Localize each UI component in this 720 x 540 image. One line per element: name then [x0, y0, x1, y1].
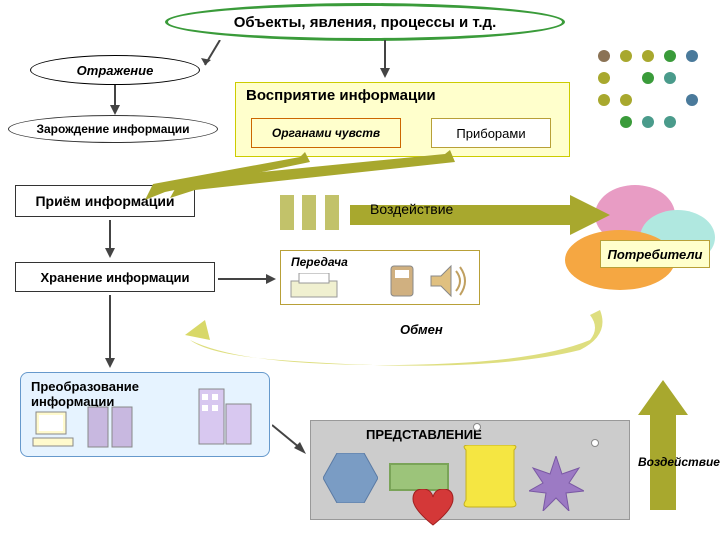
- building-icon: [194, 379, 259, 451]
- transfer-container: Передача: [280, 250, 480, 305]
- representation-label: ПРЕДСТАВЛЕНИЕ: [366, 427, 482, 442]
- impact2-label: Воздействие: [638, 455, 720, 469]
- reflection-node: Отражение: [30, 55, 200, 85]
- heart-icon: [411, 489, 456, 527]
- organs-label: Органами чувств: [272, 126, 380, 140]
- small-circle: [473, 423, 481, 431]
- dot: [642, 50, 654, 62]
- computer-icon: [31, 410, 76, 450]
- dot: [664, 72, 676, 84]
- fax-icon: [289, 273, 339, 301]
- olive-arrow-2: [170, 150, 455, 198]
- reflection-label: Отражение: [77, 63, 154, 78]
- bars-icon: [280, 195, 340, 230]
- arrow-transform-repr: [272, 420, 312, 460]
- doors-icon: [86, 405, 136, 450]
- arrow-top-center: [375, 40, 395, 80]
- transform-node: Преобразование информации: [20, 372, 270, 457]
- dot: [620, 94, 632, 106]
- perception-container: Восприятие информации Органами чувств Пр…: [235, 82, 570, 157]
- arrow-storage-transfer: [218, 270, 278, 288]
- dot: [642, 116, 654, 128]
- arrow-storage-transform: [100, 295, 120, 370]
- dot: [664, 50, 676, 62]
- dot-grid: [598, 50, 708, 140]
- dot: [664, 116, 676, 128]
- devices-node: Приборами: [431, 118, 551, 148]
- organs-node: Органами чувств: [251, 118, 401, 148]
- dot: [620, 50, 632, 62]
- impact2-arrow: [638, 380, 688, 510]
- consumers-node: Потребители: [600, 240, 710, 268]
- storage-label: Хранение информации: [40, 270, 189, 285]
- devices-label: Приборами: [456, 126, 525, 141]
- exchange-label: Обмен: [400, 322, 443, 337]
- top-title-label: Объекты, явления, процессы и т.д.: [234, 14, 497, 31]
- impact1-label: Воздействие: [370, 201, 453, 217]
- consumers-label: Потребители: [608, 247, 703, 262]
- dot: [686, 94, 698, 106]
- dot: [642, 72, 654, 84]
- dot: [598, 72, 610, 84]
- green-rect-icon: [389, 463, 449, 491]
- phone-icon: [386, 261, 421, 301]
- birth-label: Зарождение информации: [36, 122, 189, 136]
- transfer-label: Передача: [291, 255, 348, 269]
- scroll-icon: [461, 445, 521, 510]
- dot: [686, 50, 698, 62]
- hexagon-icon: [323, 453, 378, 503]
- dot: [620, 116, 632, 128]
- arrow-refl-birth: [105, 85, 125, 117]
- representation-node: ПРЕДСТАВЛЕНИЕ: [310, 420, 630, 520]
- exchange-arrow: [180, 310, 610, 375]
- arrow-top-left: [200, 40, 230, 70]
- storage-node: Хранение информации: [15, 262, 215, 292]
- dot: [598, 50, 610, 62]
- arrow-recep-storage: [100, 220, 120, 260]
- star-icon: [529, 456, 584, 511]
- birth-node: Зарождение информации: [8, 115, 218, 143]
- dot: [598, 94, 610, 106]
- perception-title: Восприятие информации: [246, 87, 436, 104]
- top-title-node: Объекты, явления, процессы и т.д.: [165, 3, 565, 41]
- speaker-icon: [426, 261, 471, 301]
- small-circle: [591, 439, 599, 447]
